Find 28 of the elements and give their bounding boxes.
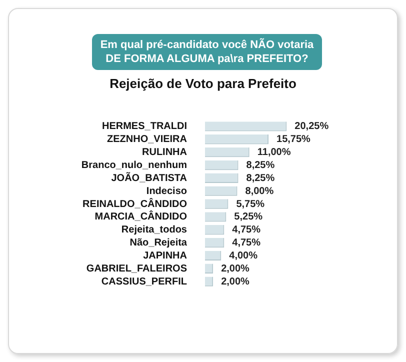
y-tick-label: HERMES_TRALDI	[102, 121, 188, 132]
data-label: 4,00%	[229, 250, 258, 262]
data-label: 2,00%	[221, 276, 250, 288]
y-tick-label: Não_Rejeita	[130, 238, 188, 249]
data-label: 4,75%	[232, 224, 261, 236]
data-label: 5,75%	[236, 198, 265, 210]
data-label: 5,25%	[234, 212, 263, 223]
data-label: 20,25%	[294, 121, 329, 132]
chart-title: Em qual pré-candidato você NÃO votaria DE FORMA ALGUMA pa\ra PREFEITO?	[92, 34, 322, 70]
y-tick-label: JAPINHA	[143, 250, 187, 262]
data-label: 8,25%	[246, 160, 275, 171]
data-label: 8,25%	[246, 172, 275, 184]
y-tick-label: RULINHA	[142, 147, 187, 158]
y-tick-label: Branco_nulo_nenhum	[81, 160, 188, 171]
y-tick-label: CASSIUS_PERFIL	[101, 276, 187, 288]
data-label: 11,00%	[257, 147, 291, 158]
data-label: 2,00%	[221, 263, 250, 274]
y-tick-label: REINALDO_CÂNDIDO	[82, 198, 188, 210]
data-label: 4,75%	[232, 238, 261, 249]
y-tick-label: Indeciso	[146, 186, 187, 197]
y-tick-label: GABRIEL_FALEIROS	[86, 263, 188, 274]
y-tick-label: MARCIA_CÂNDIDO	[94, 210, 188, 223]
y-tick-label: Rejeita_todos	[121, 224, 188, 236]
y-tick-label: ZEZNHO_VIEIRA	[106, 134, 187, 146]
chart-subtitle: Rejeição de Voto para Prefeito	[108, 76, 298, 91]
data-label: 15,75%	[276, 134, 311, 146]
data-label: 8,00%	[245, 186, 274, 197]
y-tick-label: JOÃO_BATISTA	[111, 172, 187, 184]
